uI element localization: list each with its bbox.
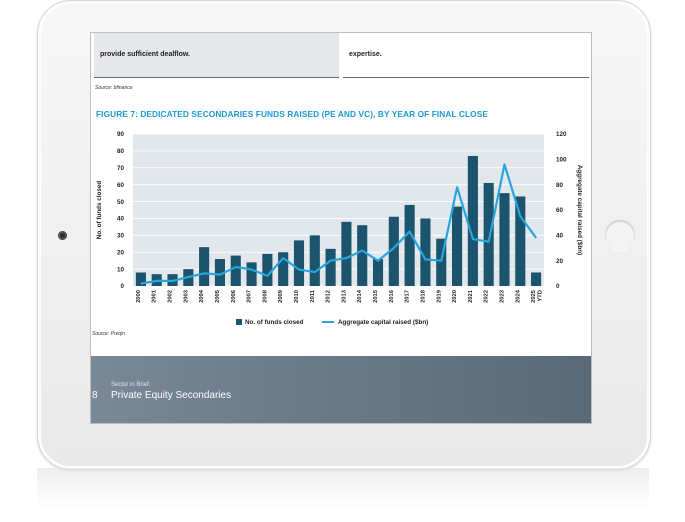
bar: [135, 272, 146, 286]
bar: [246, 262, 257, 286]
x-tick-label: 2021: [468, 289, 474, 303]
banner-title: Private Equity Secondaries: [111, 390, 232, 401]
x-tick-label: 2011: [310, 289, 316, 302]
y-left-tick-label: 30: [117, 233, 125, 240]
bar: [515, 196, 526, 286]
home-button[interactable]: [605, 220, 635, 250]
source-top: Source: bfinance: [95, 85, 133, 91]
banner-subtitle: Sector in Brief:: [111, 382, 151, 388]
x-tick-label: 2007: [247, 290, 253, 303]
bar: [483, 182, 494, 286]
bar: [199, 247, 210, 286]
x-tick-label: 2017: [405, 290, 411, 303]
y-right-axis-label: Aggregate capital raised ($bn): [576, 165, 583, 255]
plot-area: [133, 134, 544, 286]
top-right-text: expertise.: [349, 51, 382, 58]
x-tick-label: 2015: [373, 289, 379, 303]
tablet-reflection: [37, 468, 649, 522]
y-right-tick-label: 60: [556, 207, 564, 214]
y-left-tick-label: 10: [117, 266, 125, 273]
y-right-tick-label: 120: [556, 131, 567, 138]
bar: [531, 272, 542, 286]
legend-swatch-bars: [236, 319, 242, 325]
x-tick-label: 2022: [484, 290, 490, 303]
x-tick-label: 2025: [531, 289, 537, 303]
y-right-tick-label: 100: [556, 157, 567, 164]
bar: [436, 238, 447, 286]
x-tick-label: 2004: [199, 289, 205, 303]
source-bottom: Source: Preqin: [92, 331, 126, 337]
figure-title: FIGURE 7: DEDICATED SECONDARIES FUNDS RA…: [96, 109, 488, 119]
legend-label-bars: No. of funds closed: [245, 319, 304, 326]
x-tick-label: YTD: [538, 290, 544, 302]
line-series: [140, 163, 537, 285]
footer-banner: [91, 356, 591, 423]
y-left-tick-label: 50: [117, 199, 125, 206]
x-tick-label: 2000: [136, 290, 142, 303]
x-tick-label: 2023: [499, 289, 505, 303]
x-tick-label: 2024: [515, 289, 521, 303]
x-tick-label: 2014: [357, 289, 363, 303]
bar: [404, 204, 415, 286]
bar: [293, 240, 305, 286]
y-left-tick-label: 60: [117, 182, 125, 189]
y-right-tick-label: 0: [556, 283, 560, 290]
bar: [262, 253, 273, 286]
x-tick-label: 2003: [183, 289, 189, 303]
chart: 0 10 20 30 40 50 60 70 80 90 0 20 40 60 80 100 120 No. of…: [96, 131, 583, 326]
bar: [388, 216, 399, 286]
bar: [357, 225, 368, 286]
y-right-tick-label: 80: [556, 182, 564, 189]
y-right-tick-label: 20: [556, 258, 564, 265]
x-tick-label: 2002: [168, 290, 174, 303]
x-tick-label: 2012: [326, 290, 332, 303]
y-left-tick-label: 20: [117, 249, 125, 256]
bar: [420, 218, 431, 286]
bar: [499, 193, 510, 286]
y-right-tick-label: 40: [556, 233, 564, 240]
bar: [230, 255, 241, 286]
x-tick-label: 2020: [452, 290, 458, 303]
y-left-tick-label: 80: [117, 148, 125, 155]
y-left-tick-label: 70: [117, 165, 125, 172]
callout-box: [94, 33, 339, 77]
tablet-screen: provide sufficient dealflow. expertise. …: [90, 32, 592, 424]
bar: [467, 155, 478, 286]
bar: [278, 252, 289, 286]
bar: [372, 258, 384, 286]
x-tick-label: 2006: [231, 289, 237, 303]
x-tick-label: 2009: [278, 289, 284, 303]
bar: [451, 206, 463, 286]
bar: [325, 248, 336, 286]
x-tick-label: 2016: [389, 289, 395, 303]
camera-icon: [58, 231, 67, 240]
x-tick-label: 2010: [294, 290, 300, 303]
bar: [214, 258, 226, 286]
divider-left: [94, 77, 339, 78]
y-left-tick-label: 90: [117, 131, 125, 138]
page-number: 8: [92, 390, 98, 401]
top-left-text: provide sufficient dealflow.: [100, 51, 190, 58]
y-left-tick-label: 40: [117, 216, 125, 223]
y-left-axis-label: No. of funds closed: [96, 181, 103, 240]
x-tick-label: 2019: [436, 289, 442, 303]
legend-label-line: Aggregate capital raised ($bn): [338, 319, 428, 326]
x-tick-label: 2005: [215, 289, 221, 303]
divider-right: [343, 77, 589, 78]
bar: [341, 221, 352, 286]
bar: [309, 235, 320, 286]
x-tick-label: 2018: [420, 289, 426, 303]
x-tick-label: 2001: [152, 289, 158, 303]
y-left-tick-label: 0: [120, 283, 124, 290]
x-tick-label: 2013: [341, 289, 347, 303]
x-tick-label: 2008: [262, 289, 268, 303]
